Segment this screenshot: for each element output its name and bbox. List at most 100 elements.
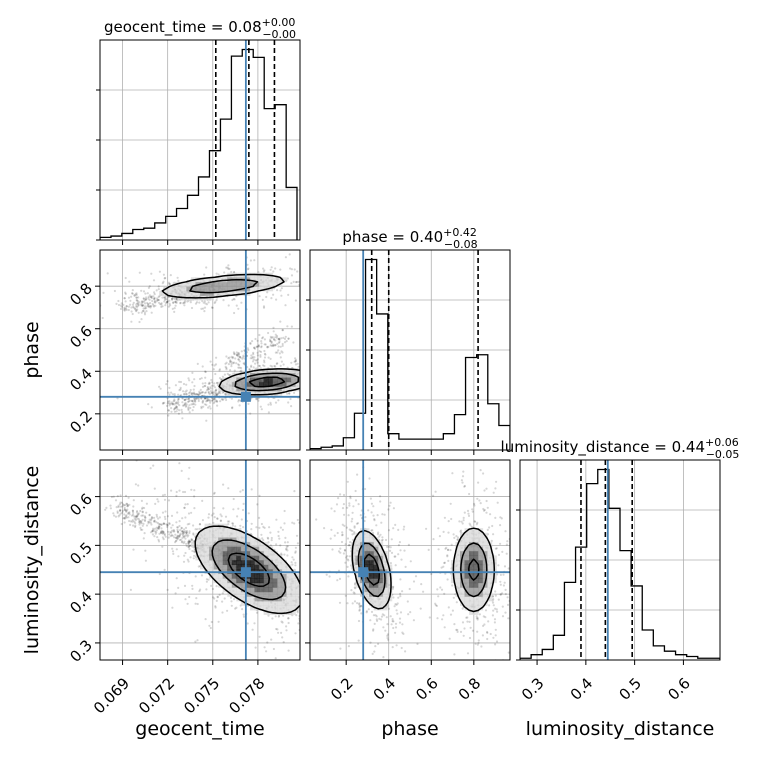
density-cell: [231, 546, 237, 552]
sample-point: [483, 508, 486, 512]
truth-marker: [240, 391, 251, 402]
sample-point: [444, 572, 447, 575]
sample-point: [170, 534, 173, 537]
sample-point: [301, 370, 303, 372]
density-cell: [373, 541, 379, 547]
density-cell: [218, 550, 224, 556]
density-cell: [286, 578, 292, 584]
sample-point: [215, 393, 218, 396]
sample-point: [193, 551, 196, 554]
density-cell: [245, 596, 251, 602]
sample-point: [151, 516, 154, 520]
sample-point: [270, 638, 273, 641]
sample-point: [383, 614, 386, 617]
sample-point: [150, 297, 153, 300]
sample-point: [356, 602, 359, 605]
sample-point: [219, 400, 222, 403]
sample-point: [306, 631, 308, 633]
density-cell: [482, 537, 488, 543]
sample-point: [456, 538, 459, 541]
sample-point: [333, 636, 335, 638]
density-cell: [460, 582, 465, 588]
sample-point: [253, 346, 256, 349]
sample-point: [404, 650, 407, 653]
sample-point: [447, 606, 450, 609]
sample-point: [237, 307, 240, 310]
sample-point: [370, 610, 374, 614]
sample-point: [211, 391, 214, 394]
density-cell: [236, 564, 242, 570]
sample-point: [468, 522, 471, 525]
sample-point: [289, 397, 292, 401]
sample-point: [419, 607, 422, 610]
sample-point: [344, 367, 346, 369]
sample-point: [510, 562, 512, 564]
density-cell: [469, 596, 475, 602]
sample-point: [169, 304, 172, 307]
sample-point: [230, 355, 233, 358]
density-cell: [240, 591, 246, 597]
sample-point: [198, 390, 201, 393]
sample-point: [259, 354, 262, 357]
sample-point: [268, 526, 271, 529]
sample-point: [282, 336, 285, 339]
sample-point: [152, 279, 156, 282]
sample-point: [255, 345, 258, 348]
density-cell: [259, 541, 265, 547]
sample-point: [178, 404, 181, 407]
sample-point: [156, 522, 160, 525]
sample-point: [274, 351, 277, 354]
density-cell: [369, 560, 375, 565]
sample-point: [397, 528, 400, 532]
sample-point: [153, 530, 156, 533]
sample-point: [216, 595, 219, 598]
sample-point: [166, 524, 169, 527]
density-cell: [478, 578, 484, 584]
sample-point: [132, 499, 135, 502]
sample-point: [239, 524, 242, 527]
sample-point: [494, 547, 497, 550]
sample-point: [339, 547, 342, 550]
density-cell: [464, 600, 470, 606]
density-cell: [290, 582, 296, 588]
sample-point: [281, 329, 284, 332]
density-cell: [277, 610, 283, 615]
sample-point: [392, 620, 395, 623]
sample-point: [232, 351, 235, 354]
sample-point: [293, 522, 296, 525]
sample-point: [290, 361, 293, 364]
sample-point: [301, 381, 303, 383]
density-cell: [190, 541, 196, 547]
density-cell: [181, 290, 187, 296]
sample-point: [137, 296, 140, 299]
sample-point: [271, 365, 274, 368]
density-cell: [195, 550, 201, 556]
sample-point: [324, 653, 326, 655]
sample-point: [267, 356, 270, 359]
sample-point: [195, 393, 198, 396]
sample-point: [175, 405, 178, 409]
sample-point: [314, 379, 316, 381]
density-cell: [254, 286, 260, 292]
sample-point: [272, 344, 275, 348]
sample-point: [142, 537, 145, 540]
sample-point: [252, 358, 255, 361]
density-cell: [290, 368, 296, 374]
sample-point: [340, 652, 342, 654]
sample-point: [214, 300, 217, 303]
sample-point: [302, 384, 304, 386]
sample-point: [113, 514, 116, 517]
sample-point: [214, 389, 217, 392]
sample-point: [389, 549, 392, 553]
sample-point: [126, 503, 129, 507]
sample-point: [468, 492, 471, 496]
sample-point: [132, 505, 135, 508]
density-cell: [268, 564, 274, 570]
sample-point: [301, 593, 303, 595]
density-cell: [204, 286, 210, 292]
density-cell: [286, 600, 292, 606]
sample-point: [392, 507, 395, 510]
density-cell: [286, 381, 292, 387]
sample-point: [153, 291, 156, 294]
sample-point: [198, 301, 201, 304]
